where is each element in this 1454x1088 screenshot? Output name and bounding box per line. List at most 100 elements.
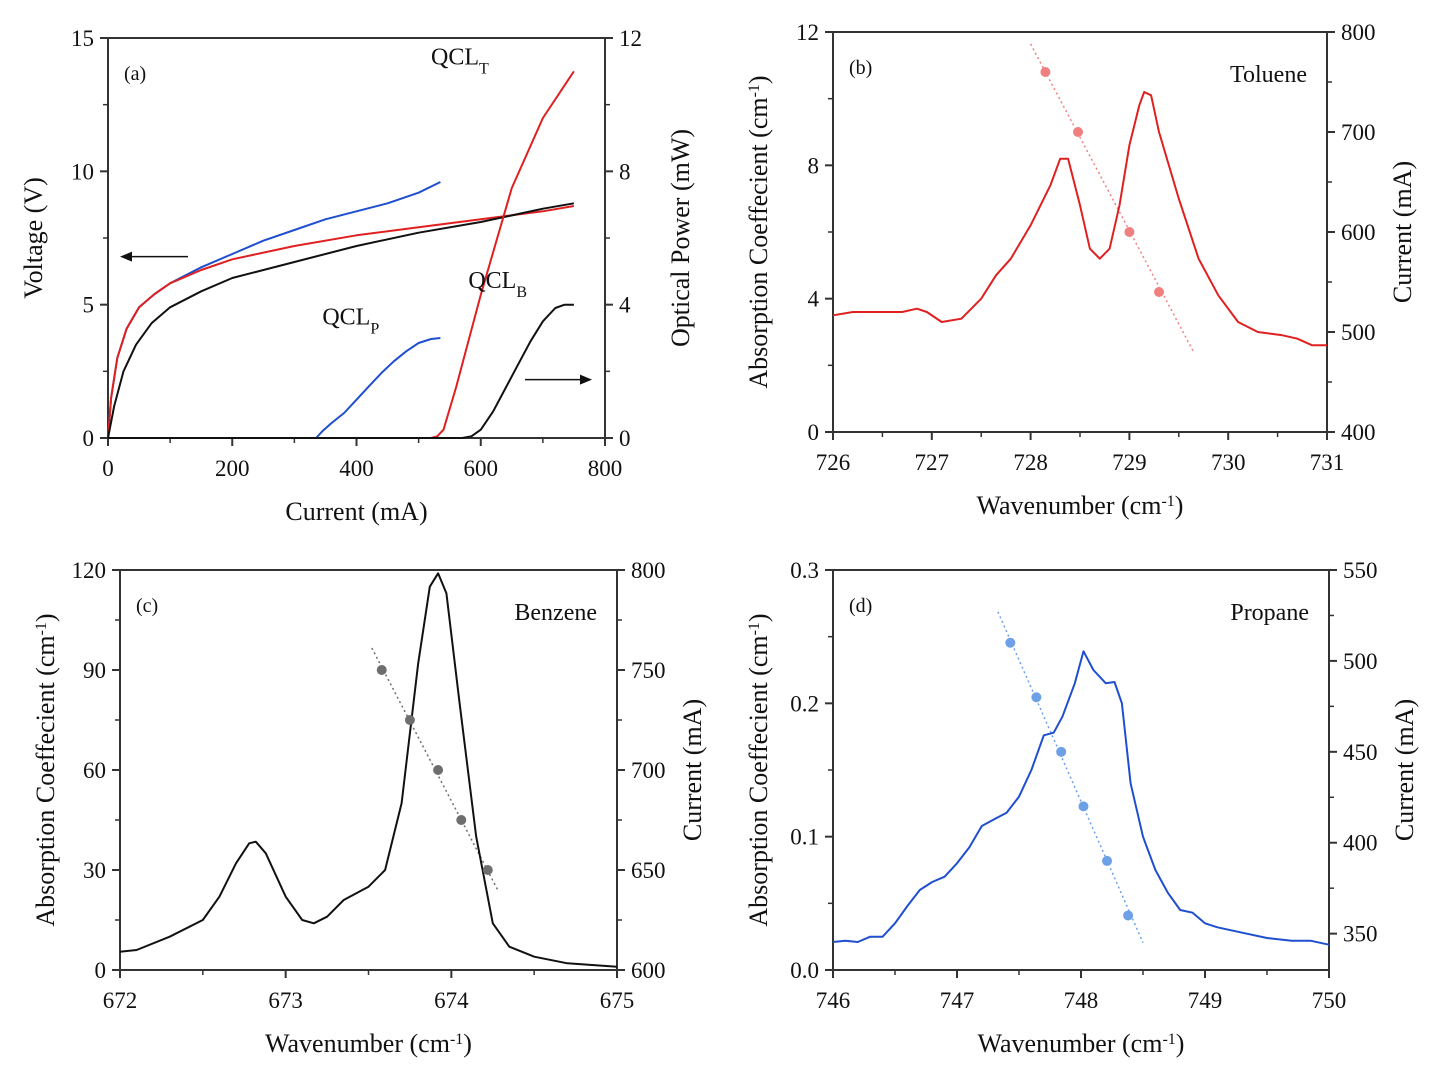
- y-right-tick-label: 500: [1343, 649, 1378, 674]
- x-tick-label: 750: [1312, 988, 1347, 1013]
- y-left-tick-label: 8: [808, 153, 820, 178]
- tuning-fit-line: [1029, 43, 1195, 353]
- y-right-tick-label: 700: [1341, 120, 1376, 145]
- absorption-spectrum-line: [832, 650, 1330, 946]
- y-left-axis-title: Absorption Coeffecient (cm-1): [31, 613, 60, 926]
- panel-a-voltage-power-current: 0 200 400 600 800 0 5 10 15 0 4 8 12 Current (mA) Volt…: [19, 26, 695, 526]
- y-right-tick-label: 0: [619, 426, 631, 451]
- tuning-data-point: [433, 765, 444, 775]
- x-tick-label: 731: [1310, 450, 1345, 475]
- y-right-tick-label: 800: [631, 558, 666, 583]
- panel-label: (a): [124, 63, 146, 85]
- y-right-axis-title: Current (mA): [1388, 161, 1417, 303]
- tuning-data-point: [1102, 855, 1113, 866]
- y-right-tick-label: 600: [631, 958, 666, 983]
- tuning-data-point: [404, 715, 415, 725]
- panel-b-toluene: 726 727 728 729 730 731 0 4 8 12 400 500 600 700 800 Wa…: [744, 20, 1417, 520]
- curve-label-qcl-b: QCLB: [468, 268, 527, 301]
- y-left-tick-label: 0.1: [790, 825, 819, 850]
- tuning-data-point: [1040, 67, 1051, 77]
- y-right-tick-label: 350: [1343, 922, 1378, 947]
- panel-c-benzene: 672 673 674 675 0 30 60 90 120 600 650 700 750 800 Wav…: [31, 558, 707, 1058]
- y-right-axis-title: Current (mA): [678, 699, 707, 841]
- y-right-tick-label: 12: [619, 26, 642, 51]
- y-right-tick-label: 500: [1341, 320, 1376, 345]
- series-line-qcl-t-power: [108, 70, 575, 439]
- x-tick-label: 730: [1211, 450, 1246, 475]
- x-tick-label: 400: [339, 456, 374, 481]
- y-left-tick-label: 120: [72, 558, 107, 583]
- panel-label: (d): [849, 595, 872, 617]
- species-label: Toluene: [1230, 62, 1307, 88]
- series-line-qcl-b-power: [108, 303, 574, 439]
- tuning-data-point: [1031, 692, 1042, 703]
- x-tick-label: 673: [268, 988, 303, 1013]
- tuning-data-point: [1005, 637, 1016, 648]
- y-left-tick-label: 15: [71, 26, 94, 51]
- x-tick-label: 200: [215, 456, 250, 481]
- y-left-tick-label: 0.3: [790, 558, 819, 583]
- y-left-tick-label: 30: [83, 858, 106, 883]
- y-right-tick-label: 550: [1343, 558, 1378, 583]
- x-tick-label: 746: [816, 988, 851, 1013]
- y-left-tick-label: 10: [71, 159, 94, 184]
- y-left-axis-title: Absorption Coeffecient (cm-1): [744, 613, 773, 926]
- x-tick-label: 726: [816, 450, 851, 475]
- series-line-qcl-b-voltage: [107, 202, 575, 439]
- y-right-axis-title: Current (mA): [1390, 699, 1419, 841]
- series-line-qcl-p-voltage: [107, 181, 441, 439]
- y-left-tick-label: 90: [83, 658, 106, 683]
- y-right-tick-label: 600: [1341, 220, 1376, 245]
- series-line-qcl-p-power: [108, 337, 441, 439]
- x-tick-label: 748: [1064, 988, 1099, 1013]
- tuning-data-point: [1124, 227, 1135, 237]
- species-label: Propane: [1230, 600, 1309, 626]
- x-tick-label: 747: [940, 988, 975, 1013]
- y-left-tick-label: 0: [83, 426, 95, 451]
- left-arrowhead-icon: [120, 251, 132, 262]
- y-right-tick-label: 400: [1341, 420, 1376, 445]
- y-right-tick-label: 800: [1341, 20, 1376, 45]
- tuning-fit-line: [997, 611, 1144, 944]
- y-left-tick-label: 0: [95, 958, 107, 983]
- tuning-data-point: [1123, 910, 1134, 921]
- y-right-tick-label: 450: [1343, 740, 1378, 765]
- x-tick-label: 727: [915, 450, 950, 475]
- y-left-tick-label: 4: [808, 287, 820, 312]
- y-right-tick-label: 750: [631, 658, 666, 683]
- absorption-spectrum-line: [119, 572, 618, 968]
- y-left-tick-label: 0.2: [790, 691, 819, 716]
- tuning-data-point: [1078, 801, 1089, 812]
- tuning-data-point: [376, 665, 387, 675]
- x-tick-label: 800: [588, 456, 623, 481]
- y-right-tick-label: 700: [631, 758, 666, 783]
- tuning-data-point: [1073, 127, 1084, 137]
- y-left-axis-title: Absorption Coeffecient (cm-1): [744, 75, 773, 388]
- curve-label-qcl-t: QCLT: [431, 45, 489, 78]
- y-right-tick-label: 4: [619, 293, 631, 318]
- y-left-tick-label: 12: [796, 20, 819, 45]
- tuning-data-point: [1056, 746, 1067, 757]
- curve-label-qcl-p: QCLP: [322, 305, 379, 338]
- panel-label: (b): [849, 57, 872, 79]
- y-left-tick-label: 0.0: [790, 958, 819, 983]
- panel-label: (c): [136, 595, 158, 617]
- right-arrowhead-icon: [580, 374, 592, 385]
- y-right-tick-label: 650: [631, 858, 666, 883]
- y-left-tick-label: 5: [83, 293, 95, 318]
- x-tick-label: 674: [434, 988, 469, 1013]
- x-axis-title: Wavenumber (cm-1): [977, 491, 1184, 520]
- x-tick-label: 675: [600, 988, 635, 1013]
- x-tick-label: 600: [464, 456, 499, 481]
- x-tick-label: 749: [1188, 988, 1223, 1013]
- absorption-spectrum-line: [832, 91, 1327, 347]
- x-tick-label: 0: [102, 456, 114, 481]
- x-axis-title: Wavenumber (cm-1): [978, 1029, 1185, 1058]
- series-line-qcl-t-voltage: [107, 205, 575, 439]
- y-right-axis-title: Optical Power (mW): [666, 129, 695, 347]
- x-tick-label: 729: [1112, 450, 1147, 475]
- species-label: Benzene: [514, 600, 597, 626]
- y-left-axis-title: Voltage (V): [19, 177, 48, 299]
- y-left-tick-label: 60: [83, 758, 106, 783]
